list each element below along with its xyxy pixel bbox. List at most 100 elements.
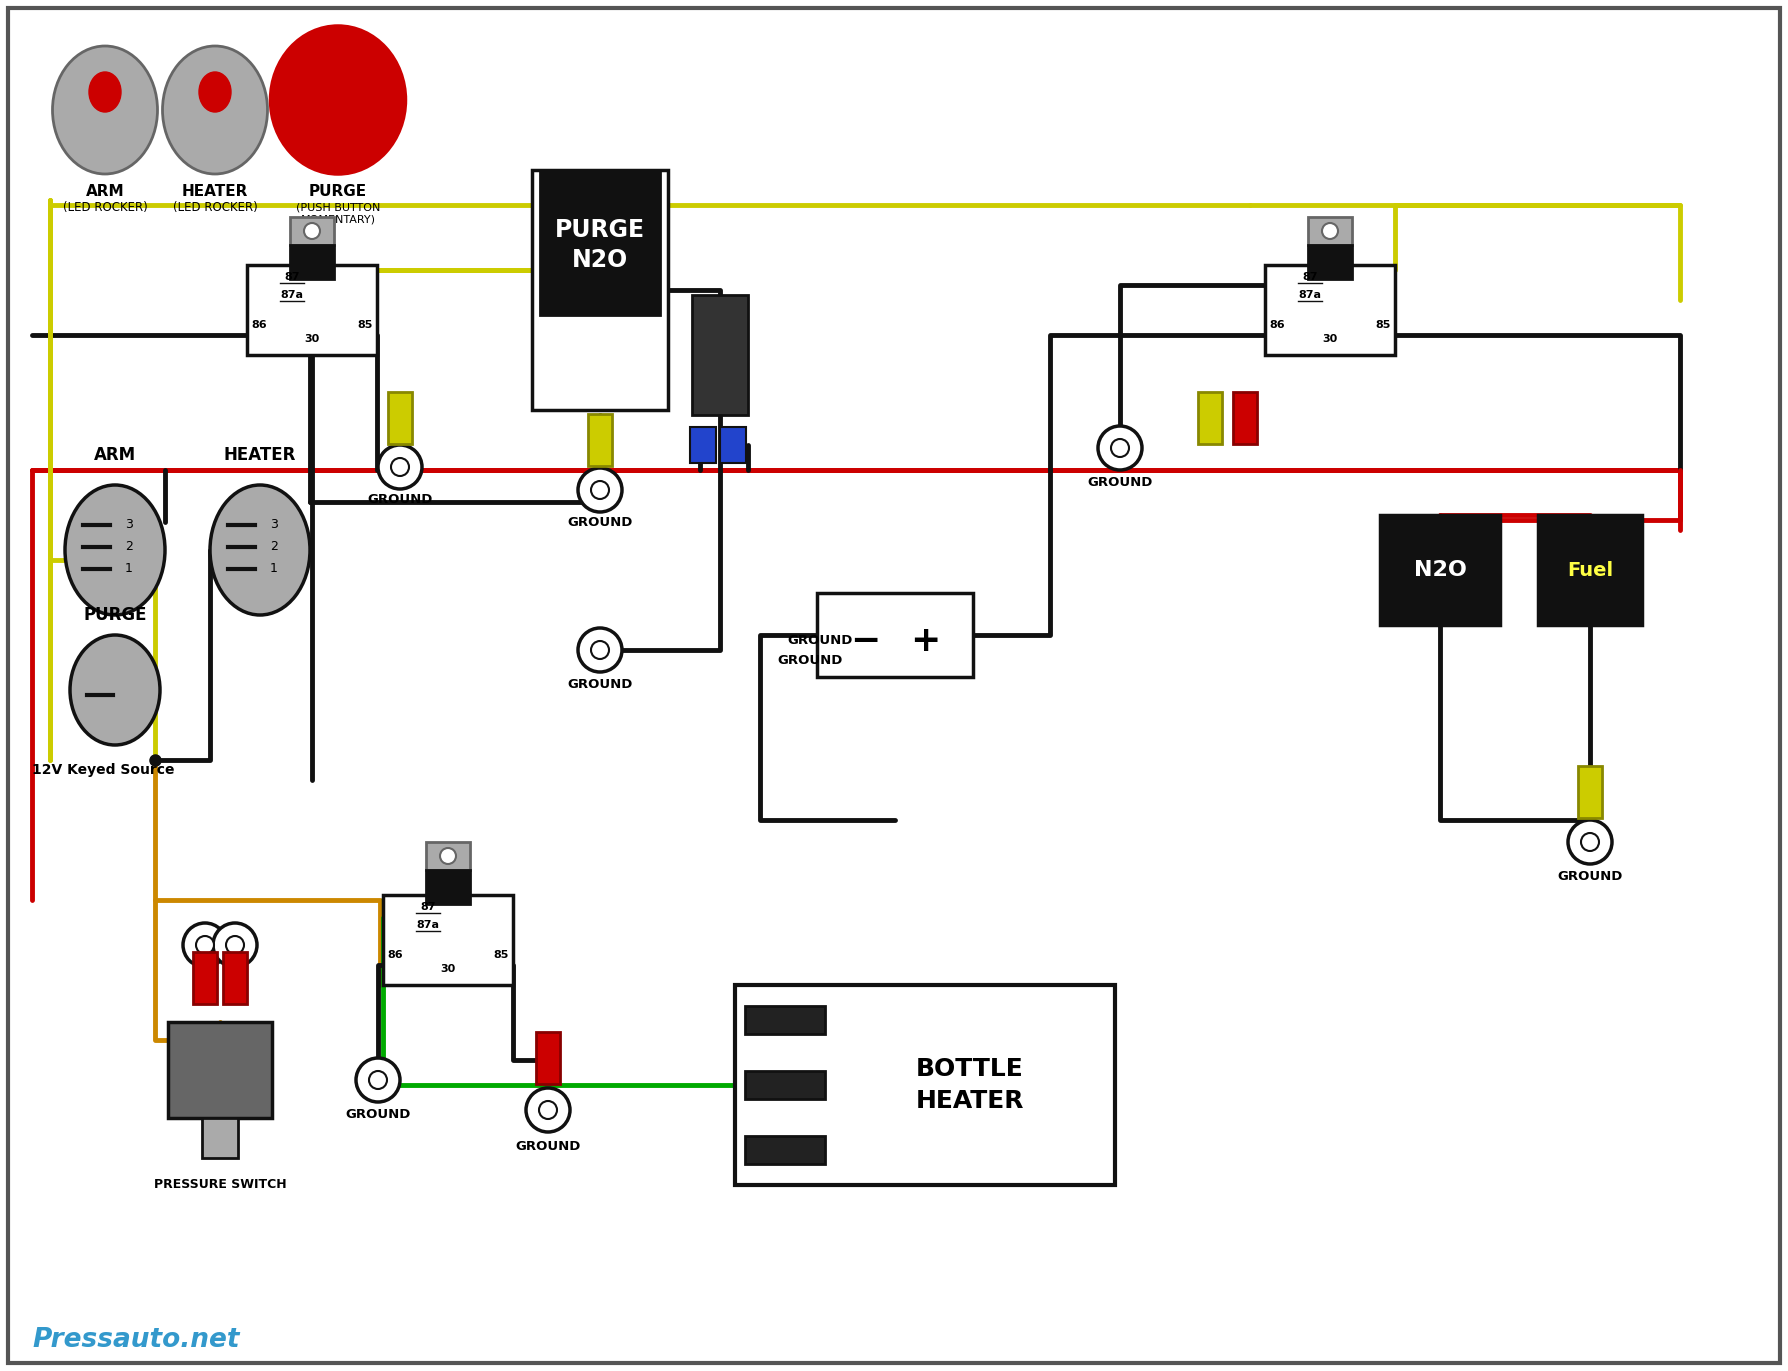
- Bar: [540, 170, 660, 315]
- Ellipse shape: [70, 635, 159, 744]
- Ellipse shape: [270, 26, 406, 174]
- Text: 86: 86: [250, 319, 266, 330]
- Bar: [692, 295, 747, 415]
- Bar: [224, 951, 247, 1004]
- Bar: [168, 1021, 272, 1117]
- Text: PURGE: PURGE: [84, 606, 147, 624]
- Text: +: +: [910, 624, 940, 658]
- Text: 87: 87: [1302, 271, 1318, 282]
- Text: 1: 1: [270, 562, 277, 576]
- Ellipse shape: [64, 485, 164, 616]
- Text: ARM: ARM: [86, 185, 125, 200]
- Bar: [202, 1117, 238, 1158]
- Bar: [193, 951, 216, 1004]
- Bar: [290, 217, 334, 245]
- Bar: [426, 871, 470, 903]
- Text: 1: 1: [125, 562, 132, 576]
- Text: MOMENTARY): MOMENTARY): [300, 215, 375, 225]
- Text: Fuel: Fuel: [1566, 561, 1613, 580]
- Text: 85: 85: [493, 950, 510, 960]
- Ellipse shape: [209, 485, 309, 616]
- Ellipse shape: [198, 73, 231, 112]
- Text: 85: 85: [358, 319, 372, 330]
- Ellipse shape: [89, 73, 122, 112]
- Text: 2: 2: [270, 540, 277, 554]
- Text: PURGE: PURGE: [309, 185, 367, 200]
- Text: 85: 85: [1375, 319, 1391, 330]
- Text: GROUND: GROUND: [345, 1108, 411, 1121]
- Text: 87a: 87a: [281, 291, 304, 300]
- Bar: [1264, 265, 1395, 355]
- Text: (PUSH BUTTON: (PUSH BUTTON: [295, 202, 381, 213]
- Circle shape: [304, 223, 320, 239]
- Bar: [247, 265, 377, 355]
- Text: (LED ROCKER): (LED ROCKER): [173, 200, 257, 214]
- Text: HEATER: HEATER: [224, 446, 297, 463]
- Bar: [746, 1006, 824, 1034]
- Text: −: −: [849, 624, 880, 658]
- Circle shape: [377, 446, 422, 489]
- Bar: [1309, 217, 1352, 245]
- Text: GROUND: GROUND: [1087, 476, 1153, 489]
- Circle shape: [213, 923, 257, 967]
- Bar: [1234, 392, 1257, 444]
- Circle shape: [368, 1071, 386, 1089]
- Text: BOTTLE
HEATER: BOTTLE HEATER: [915, 1057, 1025, 1113]
- Bar: [1198, 392, 1221, 444]
- Text: PURGE
N2O: PURGE N2O: [554, 218, 645, 271]
- Bar: [588, 414, 611, 466]
- Text: 87a: 87a: [1298, 291, 1321, 300]
- Bar: [746, 1137, 824, 1164]
- Bar: [1309, 245, 1352, 280]
- Bar: [690, 426, 715, 463]
- Text: GROUND: GROUND: [1557, 871, 1624, 883]
- Text: 30: 30: [1323, 335, 1337, 344]
- Text: 12V Keyed Source: 12V Keyed Source: [32, 764, 175, 777]
- Text: 30: 30: [304, 335, 320, 344]
- Circle shape: [538, 1101, 558, 1119]
- Ellipse shape: [163, 47, 268, 174]
- Text: ARM: ARM: [95, 446, 136, 463]
- Bar: [290, 245, 334, 280]
- Text: GROUND: GROUND: [515, 1141, 581, 1153]
- Circle shape: [1098, 426, 1143, 470]
- Text: 30: 30: [440, 964, 456, 973]
- Bar: [1380, 515, 1500, 625]
- Circle shape: [225, 936, 243, 954]
- Circle shape: [356, 1058, 401, 1102]
- Circle shape: [1321, 223, 1337, 239]
- Bar: [735, 984, 1116, 1185]
- Bar: [383, 895, 513, 984]
- Text: 3: 3: [125, 518, 132, 532]
- Bar: [1579, 766, 1602, 818]
- Circle shape: [578, 628, 622, 672]
- Circle shape: [1581, 834, 1598, 851]
- Text: N2O: N2O: [1414, 559, 1466, 580]
- Text: 86: 86: [1269, 319, 1286, 330]
- Circle shape: [440, 849, 456, 864]
- Circle shape: [197, 936, 215, 954]
- Circle shape: [182, 923, 227, 967]
- Bar: [1538, 515, 1641, 625]
- Circle shape: [526, 1089, 570, 1132]
- Circle shape: [592, 642, 610, 659]
- Circle shape: [578, 468, 622, 511]
- Text: GROUND: GROUND: [567, 679, 633, 691]
- Text: 2: 2: [125, 540, 132, 554]
- Text: 87: 87: [420, 902, 436, 912]
- Ellipse shape: [52, 47, 157, 174]
- Text: PRESSURE SWITCH: PRESSURE SWITCH: [154, 1179, 286, 1191]
- Bar: [817, 594, 973, 677]
- Bar: [388, 392, 411, 444]
- Text: Pressauto.net: Pressauto.net: [32, 1327, 240, 1353]
- Bar: [536, 1032, 560, 1084]
- Text: GROUND: GROUND: [778, 654, 842, 666]
- Text: GROUND: GROUND: [787, 633, 853, 647]
- Text: HEATER: HEATER: [182, 185, 249, 200]
- Text: 86: 86: [388, 950, 402, 960]
- Text: 3: 3: [270, 518, 277, 532]
- Bar: [721, 426, 746, 463]
- Circle shape: [1110, 439, 1128, 457]
- Text: GROUND: GROUND: [567, 515, 633, 529]
- Circle shape: [392, 458, 409, 476]
